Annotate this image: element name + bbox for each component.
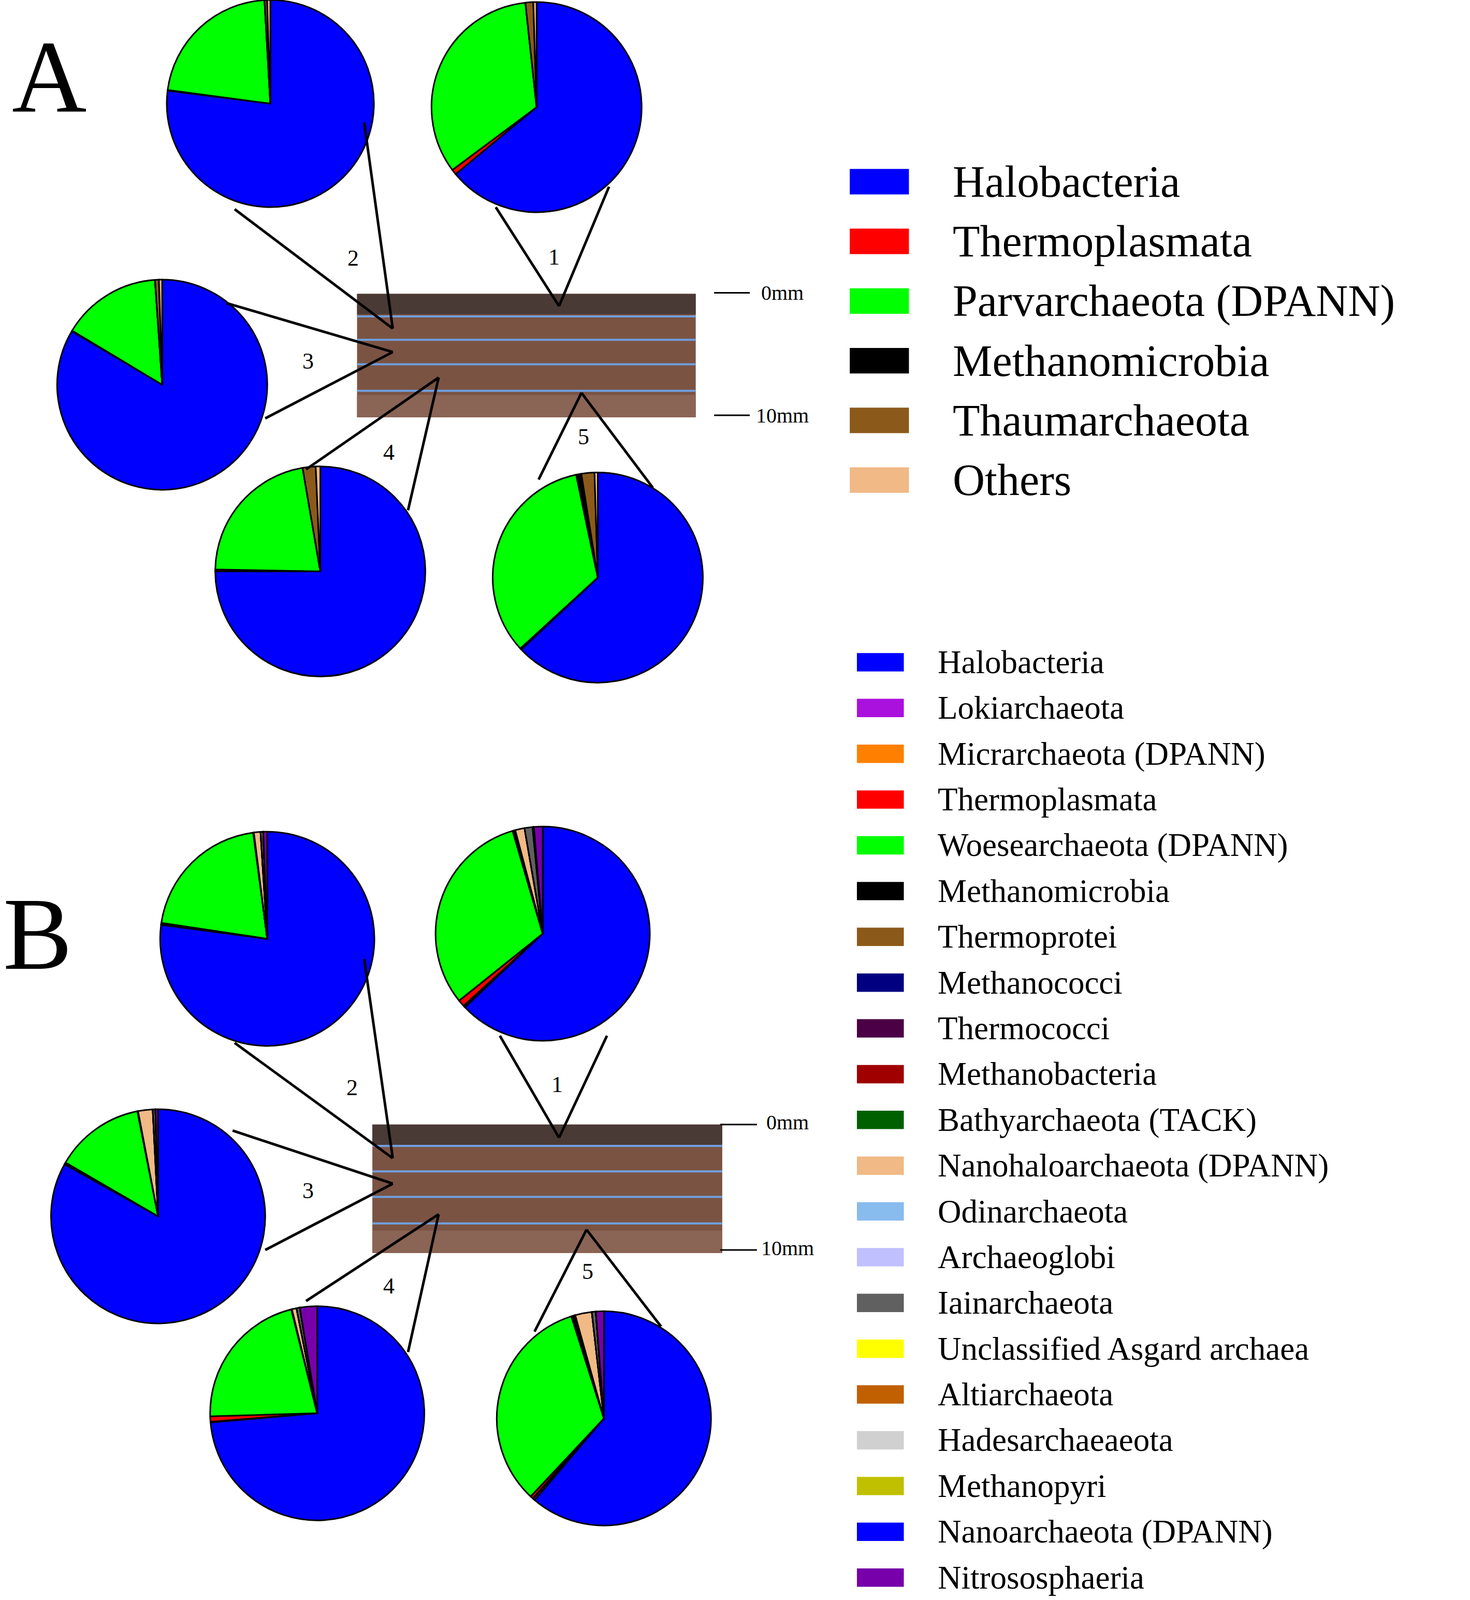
svg-text:Woesearchaeota (DPANN): Woesearchaeota (DPANN) [937, 826, 1289, 864]
svg-text:Thaumarchaeota: Thaumarchaeota [952, 395, 1250, 446]
svg-text:Methanopyri: Methanopyri [937, 1467, 1106, 1505]
svg-text:Methanomicrobia: Methanomicrobia [952, 336, 1270, 386]
svg-text:Thermococci: Thermococci [937, 1010, 1110, 1047]
svg-text:Thermoplasmata: Thermoplasmata [952, 216, 1253, 267]
svg-text:1: 1 [548, 244, 560, 270]
svg-text:Methanococci: Methanococci [937, 964, 1123, 1001]
svg-text:10mm: 10mm [755, 403, 809, 428]
svg-text:Altiarchaeota: Altiarchaeota [937, 1376, 1114, 1413]
svg-text:Odinarchaeota: Odinarchaeota [937, 1193, 1128, 1230]
svg-text:0mm: 0mm [766, 1110, 809, 1134]
svg-text:Nanoarchaeota (DPANN): Nanoarchaeota (DPANN) [937, 1513, 1273, 1550]
svg-text:Lokiarchaeota: Lokiarchaeota [937, 689, 1125, 726]
svg-text:Thermoprotei: Thermoprotei [937, 918, 1117, 955]
svg-text:Others: Others [952, 455, 1072, 505]
svg-text:5: 5 [577, 424, 590, 450]
svg-text:4: 4 [383, 439, 395, 465]
svg-text:Parvarchaeota (DPANN): Parvarchaeota (DPANN) [952, 275, 1395, 326]
svg-text:A: A [11, 19, 87, 134]
svg-text:Thermoplasmata: Thermoplasmata [937, 781, 1157, 818]
svg-text:Halobacteria: Halobacteria [952, 156, 1181, 207]
svg-text:Bathyarchaeota (TACK): Bathyarchaeota (TACK) [937, 1101, 1257, 1139]
svg-text:10mm: 10mm [761, 1236, 814, 1260]
svg-text:3: 3 [302, 1177, 314, 1204]
svg-text:1: 1 [551, 1071, 563, 1098]
svg-text:Micrarchaeota (DPANN): Micrarchaeota (DPANN) [937, 735, 1266, 773]
svg-text:Iainarchaeota: Iainarchaeota [937, 1284, 1114, 1321]
svg-text:Nanohaloarchaeota (DPANN): Nanohaloarchaeota (DPANN) [937, 1147, 1329, 1184]
svg-text:2: 2 [347, 245, 359, 271]
svg-text:4: 4 [383, 1273, 395, 1299]
svg-text:B: B [3, 876, 72, 992]
svg-text:Nitrososphaeria: Nitrososphaeria [937, 1559, 1145, 1596]
svg-text:Methanobacteria: Methanobacteria [937, 1055, 1157, 1093]
svg-text:0mm: 0mm [761, 281, 804, 305]
svg-text:Hadesarchaeaeota: Hadesarchaeaeota [937, 1421, 1174, 1459]
svg-text:3: 3 [302, 348, 314, 374]
svg-text:Unclassified Asgard archaea: Unclassified Asgard archaea [937, 1330, 1309, 1367]
svg-text:2: 2 [346, 1074, 358, 1101]
svg-text:Methanomicrobia: Methanomicrobia [937, 872, 1170, 910]
svg-text:5: 5 [581, 1258, 594, 1285]
svg-text:Halobacteria: Halobacteria [937, 644, 1105, 681]
svg-text:Archaeoglobi: Archaeoglobi [937, 1239, 1116, 1276]
